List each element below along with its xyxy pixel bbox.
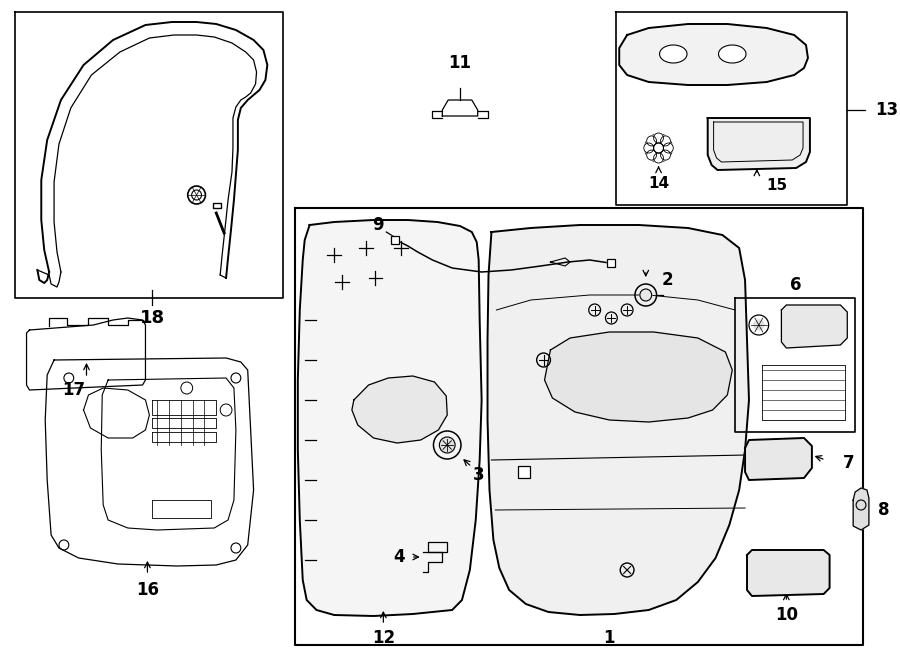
Text: 6: 6: [790, 276, 802, 294]
Text: 13: 13: [875, 101, 898, 119]
Circle shape: [754, 320, 764, 330]
Text: 17: 17: [62, 381, 86, 399]
Bar: [213, 203, 221, 208]
Text: 11: 11: [448, 54, 472, 72]
Text: 3: 3: [472, 466, 484, 484]
Text: 9: 9: [373, 216, 384, 234]
Ellipse shape: [660, 45, 687, 63]
Text: 8: 8: [878, 501, 889, 519]
Circle shape: [647, 150, 656, 160]
Text: 15: 15: [766, 178, 788, 192]
Text: 14: 14: [648, 176, 669, 190]
Text: 18: 18: [140, 309, 165, 327]
Polygon shape: [488, 225, 749, 615]
Text: 7: 7: [843, 454, 855, 472]
Text: 5: 5: [562, 379, 573, 397]
Polygon shape: [745, 438, 812, 480]
Circle shape: [647, 136, 656, 146]
Polygon shape: [781, 305, 847, 348]
Text: 10: 10: [775, 606, 797, 624]
Polygon shape: [707, 118, 810, 170]
Circle shape: [661, 136, 670, 146]
Bar: [608, 259, 616, 267]
Bar: [608, 259, 616, 267]
Circle shape: [653, 153, 663, 163]
Polygon shape: [298, 220, 482, 616]
Polygon shape: [352, 376, 447, 443]
Text: 1: 1: [604, 629, 616, 647]
Circle shape: [663, 143, 673, 153]
Bar: [518, 466, 530, 478]
Bar: [392, 236, 399, 244]
Text: 4: 4: [393, 548, 405, 566]
Circle shape: [653, 133, 663, 143]
Circle shape: [439, 437, 455, 453]
Text: 2: 2: [662, 271, 673, 289]
Text: 12: 12: [372, 629, 395, 647]
Bar: [213, 203, 221, 208]
Circle shape: [640, 289, 652, 301]
Polygon shape: [853, 488, 868, 530]
Circle shape: [644, 143, 653, 153]
Polygon shape: [619, 24, 808, 85]
Bar: [518, 466, 530, 478]
Ellipse shape: [718, 45, 746, 63]
Polygon shape: [544, 332, 733, 422]
Circle shape: [661, 150, 670, 160]
Polygon shape: [747, 550, 830, 596]
Text: 16: 16: [136, 581, 159, 599]
Bar: [392, 236, 399, 244]
